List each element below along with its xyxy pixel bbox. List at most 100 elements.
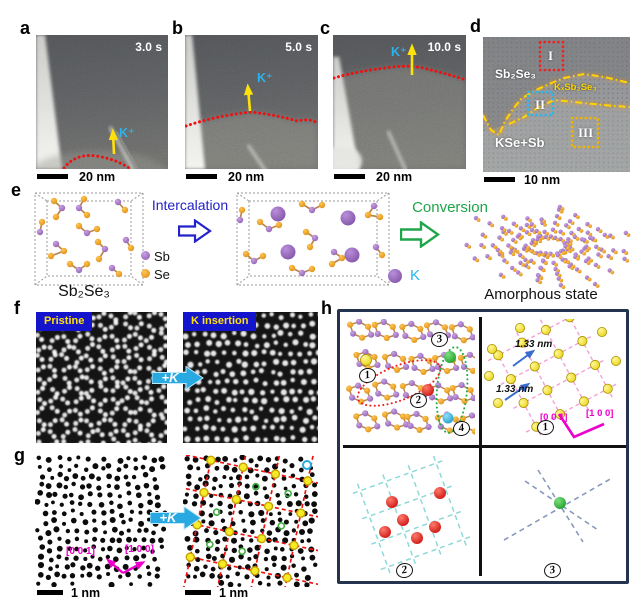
reaction-front-line [185, 110, 318, 128]
site-2-atom [397, 514, 409, 526]
site-2-atom [434, 487, 446, 499]
intercalation-label: Intercalation [151, 197, 229, 213]
region-I-label: I [548, 48, 554, 63]
pristine-banner: Pristine [36, 312, 93, 331]
scale-bar [37, 590, 63, 595]
intercalated-crystal-model [236, 192, 390, 286]
k-sites-structure-model [346, 319, 475, 435]
panel-c-tem-image: 10.0 s K⁺ [333, 35, 466, 169]
k-inserted-lattice-image [183, 455, 318, 587]
panel-b-label: b [172, 18, 183, 38]
k-inserted-atom-dots [183, 455, 318, 587]
k-ion-label: K⁺ [391, 45, 407, 59]
pristine-atom-dots [35, 455, 167, 587]
reaction-front-line [333, 64, 466, 82]
phase-final-label: KSe+Sb [495, 135, 545, 150]
axis-100-label: [1 0 0] [125, 544, 154, 555]
region-III-box [570, 116, 600, 149]
scale-bar [334, 174, 365, 179]
phase-boundary-lower [508, 98, 630, 125]
pristine-dot-field [36, 312, 167, 443]
distance-arrow-1 [512, 349, 536, 367]
site-2-atom [429, 521, 441, 533]
conversion-arrow-icon [400, 221, 440, 248]
panel-a-graphics [36, 35, 168, 169]
amorphous-state-label: Amorphous state [484, 286, 598, 303]
axis-001-label: [0 0 1] [540, 412, 568, 423]
panel-d-graphics [483, 37, 630, 172]
panel-h-composite: 1 2 3 4 1 2 3 1.33 nm 1.33 nm [0 0 1] [1… [337, 309, 629, 584]
distance-arrow-2 [504, 382, 531, 401]
scale-bar-label: 20 nm [376, 170, 413, 184]
scale-bar-label: 10 nm [524, 173, 561, 187]
k-legend-label: K [410, 267, 421, 284]
k-migration-arrow [243, 83, 254, 112]
distance-label-2: 1.33 nm [496, 384, 534, 395]
k-legend-dot [388, 269, 402, 283]
site-2-lattice-model [352, 455, 472, 575]
time-stamp: 10.0 s [427, 40, 461, 54]
panel-b-tem-image: 5.0 s K⁺ [185, 35, 318, 169]
region-I-box [538, 40, 565, 72]
scale-bar [484, 177, 515, 182]
site-2-atom [386, 496, 398, 508]
distance-label-1: 1.33 nm [515, 339, 553, 350]
site-3-atom [554, 497, 566, 509]
panel-f-label: f [14, 298, 20, 318]
k-site-1-ball [360, 354, 372, 366]
quadrant-divider-horizontal [343, 445, 626, 448]
k-site-4-ball [442, 412, 454, 424]
pristine-crystal-model [34, 192, 144, 286]
pristine-formula: Sb₂Se₃ [58, 283, 110, 300]
axes-glyph [557, 413, 605, 439]
time-stamp: 3.0 s [135, 40, 162, 54]
se-legend-dot [141, 269, 150, 278]
region-II-label: II [535, 97, 546, 112]
panel-h-label: h [321, 298, 332, 318]
phase-intermediate-label: KₓSb₂Se₃ [554, 82, 597, 93]
panel-a-tem-image: 3.0 s K⁺ [36, 35, 168, 169]
site-group-red-ellipse [356, 359, 442, 407]
panel-g-label: g [14, 445, 25, 465]
region-II-box [526, 90, 555, 117]
axis-100-label: [1 0 0] [586, 408, 614, 419]
scale-bar-label: 20 nm [228, 170, 265, 184]
conversion-label: Conversion [412, 199, 488, 216]
panel-e-label: e [11, 180, 22, 200]
phase-pristine-label: Sb₂Se₃ [495, 67, 536, 81]
panel-d-tem-image: I II III Sb₂Se₃ KₓSb₂Se₃ KSe+Sb [483, 37, 630, 172]
plus-k-arrow-f: +K [151, 365, 204, 391]
scale-bar-label: 1 nm [71, 586, 101, 600]
site-2-atom [411, 532, 423, 544]
site-group-green-ellipse [435, 346, 469, 434]
plus-k-arrow-g: +K [149, 505, 202, 531]
sb-legend-dot [141, 251, 150, 260]
panel-c-graphics [333, 35, 466, 169]
intercalation-arrow-icon [178, 219, 212, 243]
pristine-haadf-image [36, 312, 167, 443]
region-III-label: III [578, 125, 594, 140]
k-ion-label: K⁺ [119, 126, 135, 140]
sb-legend-label: Sb [154, 249, 170, 264]
panel-d-label: d [470, 16, 481, 36]
panel-b-graphics [185, 35, 318, 169]
panel-c-label: c [320, 18, 331, 38]
scale-bar [37, 174, 68, 179]
k-migration-arrow [108, 128, 119, 155]
k-ion-label: K⁺ [257, 71, 273, 85]
plus-k-label: +K [159, 510, 177, 525]
pristine-lattice-image: [0 0 1] [1 0 0] [35, 455, 167, 587]
plus-k-label: +K [161, 370, 179, 385]
amorphous-cluster-model [464, 204, 631, 289]
site-3-lattice-model [503, 469, 613, 543]
reaction-front-line [62, 154, 131, 169]
k-insertion-banner: K insertion [183, 312, 257, 331]
scale-bar-label: 1 nm [219, 586, 249, 600]
k-site-3-ball [444, 351, 456, 363]
k-site-2-ball [422, 384, 434, 396]
scale-bar [186, 174, 217, 179]
crystal-axes-overlay [105, 558, 146, 575]
se-legend-label: Se [154, 267, 170, 282]
axis-001-label: [0 0 1] [66, 546, 95, 557]
